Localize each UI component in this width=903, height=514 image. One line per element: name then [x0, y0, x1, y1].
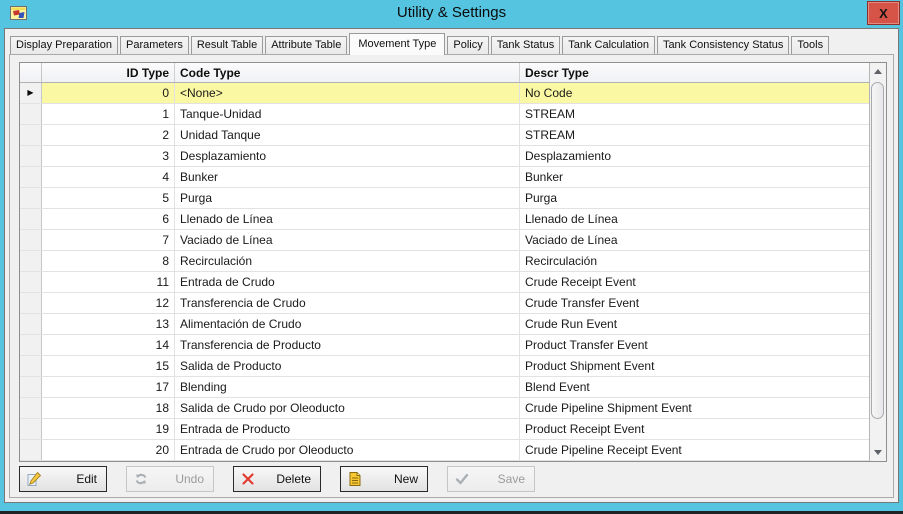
table-row[interactable]: 3 Desplazamiento Desplazamiento [20, 146, 869, 167]
red-x-icon [242, 473, 254, 485]
app-window-icon [10, 6, 27, 20]
table-row[interactable]: 19 Entrada de Producto Product Receipt E… [20, 419, 869, 440]
table-row[interactable]: 5 Purga Purga [20, 188, 869, 209]
save-button[interactable]: Save [447, 466, 535, 492]
close-button[interactable]: X [867, 1, 900, 25]
tab-parameters[interactable]: Parameters [120, 36, 189, 54]
tab-tank-status[interactable]: Tank Status [490, 36, 561, 54]
tab-display-preparation[interactable]: Display Preparation [10, 36, 118, 54]
edit-button[interactable]: Edit [19, 466, 107, 492]
delete-button[interactable]: Delete [233, 466, 321, 492]
checkmark-icon [455, 473, 469, 485]
table-row[interactable]: 11 Entrada de Crudo Crude Receipt Event [20, 272, 869, 293]
tab-movement-type[interactable]: Movement Type [349, 33, 446, 55]
grid-header-row: ID Type Code Type Descr Type [20, 63, 869, 83]
grid-corner-cell [20, 63, 42, 82]
window-bottom-edge [0, 511, 903, 514]
table-row[interactable]: 4 Bunker Bunker [20, 167, 869, 188]
table-row[interactable]: 15 Salida de Producto Product Shipment E… [20, 356, 869, 377]
undo-button-label: Undo [175, 472, 204, 486]
edit-button-label: Edit [76, 472, 97, 486]
delete-button-label: Delete [276, 472, 311, 486]
dialog-body: Display Preparation Parameters Result Ta… [4, 28, 899, 503]
scroll-down-arrow-icon[interactable] [870, 444, 886, 461]
movement-type-tabpage: ID Type Code Type Descr Type ▶ 0 <None> … [9, 54, 894, 498]
table-row[interactable]: 2 Unidad Tanque STREAM [20, 125, 869, 146]
table-row[interactable]: 17 Blending Blend Event [20, 377, 869, 398]
grid-main: ID Type Code Type Descr Type ▶ 0 <None> … [20, 63, 869, 461]
table-row[interactable]: 1 Tanque-Unidad STREAM [20, 104, 869, 125]
tab-strip: Display Preparation Parameters Result Ta… [10, 33, 893, 55]
tab-tank-calculation[interactable]: Tank Calculation [562, 36, 655, 54]
pencil-icon [27, 471, 42, 486]
tab-policy[interactable]: Policy [447, 36, 489, 54]
action-button-bar: Edit Undo Delete [19, 466, 535, 493]
table-row[interactable]: 12 Transferencia de Crudo Crude Transfer… [20, 293, 869, 314]
table-row[interactable]: 8 Recirculación Recirculación [20, 251, 869, 272]
table-row[interactable]: 14 Transferencia de Producto Product Tra… [20, 335, 869, 356]
table-row[interactable]: 7 Vaciado de Línea Vaciado de Línea [20, 230, 869, 251]
new-button[interactable]: New [340, 466, 428, 492]
current-row-arrow-icon: ▶ [27, 88, 34, 97]
column-header-code-type[interactable]: Code Type [174, 63, 519, 82]
undo-button[interactable]: Undo [126, 466, 214, 492]
scrollbar-thumb[interactable] [871, 82, 884, 419]
window-title: Utility & Settings [396, 4, 507, 21]
tab-result-table[interactable]: Result Table [190, 36, 264, 54]
column-header-id-type[interactable]: ID Type [126, 65, 169, 80]
tab-tank-consistency-status[interactable]: Tank Consistency Status [656, 36, 790, 54]
table-row[interactable]: 13 Alimentación de Crudo Crude Run Event [20, 314, 869, 335]
titlebar[interactable]: Utility & Settings X [0, 0, 903, 28]
table-row[interactable]: 6 Llenado de Línea Llenado de Línea [20, 209, 869, 230]
table-row[interactable]: ▶ 0 <None> No Code [20, 83, 869, 104]
new-document-icon [349, 472, 361, 486]
undo-arrow-icon [135, 473, 147, 485]
close-icon: X [879, 5, 888, 21]
table-row[interactable]: 20 Entrada de Crudo por Oleoducto Crude … [20, 440, 869, 461]
tab-tools[interactable]: Tools [791, 36, 830, 54]
tab-attribute-table[interactable]: Attribute Table [265, 36, 348, 54]
movement-type-grid: ID Type Code Type Descr Type ▶ 0 <None> … [19, 62, 887, 462]
save-button-label: Save [497, 472, 525, 486]
scroll-up-arrow-icon[interactable] [870, 63, 886, 80]
vertical-scrollbar[interactable] [869, 63, 886, 461]
new-button-label: New [393, 472, 418, 486]
column-header-descr-type[interactable]: Descr Type [519, 63, 869, 82]
table-row[interactable]: 18 Salida de Crudo por Oleoducto Crude P… [20, 398, 869, 419]
